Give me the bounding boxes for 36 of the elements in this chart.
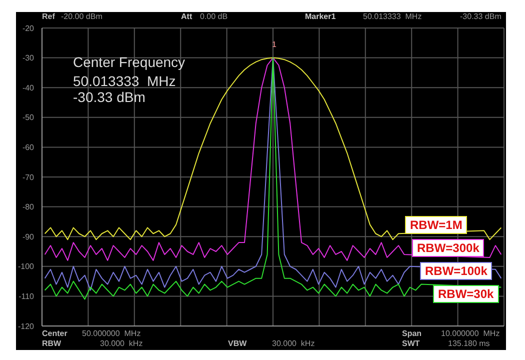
text: Span <box>402 329 422 338</box>
series-label: RBW=100k <box>420 262 492 280</box>
text: SWT <box>402 339 420 348</box>
y-tick-label: -80 <box>22 202 35 212</box>
series-label: RBW=300k <box>412 239 484 257</box>
text: 135.180 ms <box>448 339 490 348</box>
text: 30.000 kHz <box>100 339 143 348</box>
text: Ref <box>42 12 55 21</box>
text: -30.33 dBm <box>460 12 502 21</box>
annotation: 50.013333 MHz <box>73 73 176 89</box>
y-tick-label: -90 <box>22 232 35 242</box>
y-tick-label: -20 <box>22 24 35 33</box>
text: 30.000 kHz <box>272 339 315 348</box>
y-tick-label: -50 <box>22 113 35 122</box>
text: 0.00 dB <box>200 12 228 21</box>
y-tick-label: -40 <box>22 83 35 92</box>
y-tick-label: -30 <box>22 54 35 63</box>
y-tick-label: -60 <box>22 143 35 152</box>
text: Center <box>42 329 68 338</box>
y-tick-label: -100 <box>18 262 35 272</box>
annotation: -30.33 dBm <box>73 89 146 105</box>
text: VBW <box>228 339 247 348</box>
annotation: Center Frequency <box>73 54 186 70</box>
text: 10.000000 MHz <box>441 329 500 338</box>
text: 50.013333 MHz <box>363 12 422 21</box>
series-label: RBW=1M <box>405 216 468 234</box>
text: Marker1 <box>305 12 336 21</box>
text: 50.000000 MHz <box>82 329 141 338</box>
y-tick-label: -110 <box>18 292 35 302</box>
annotation: 1 <box>272 40 276 49</box>
text: Att <box>181 12 192 21</box>
text: -20.00 dBm <box>61 12 102 21</box>
series-label: RBW=30k <box>433 285 499 303</box>
text: RBW <box>42 339 62 348</box>
y-tick-label: -120 <box>18 322 35 331</box>
y-tick-label: -70 <box>22 172 35 182</box>
